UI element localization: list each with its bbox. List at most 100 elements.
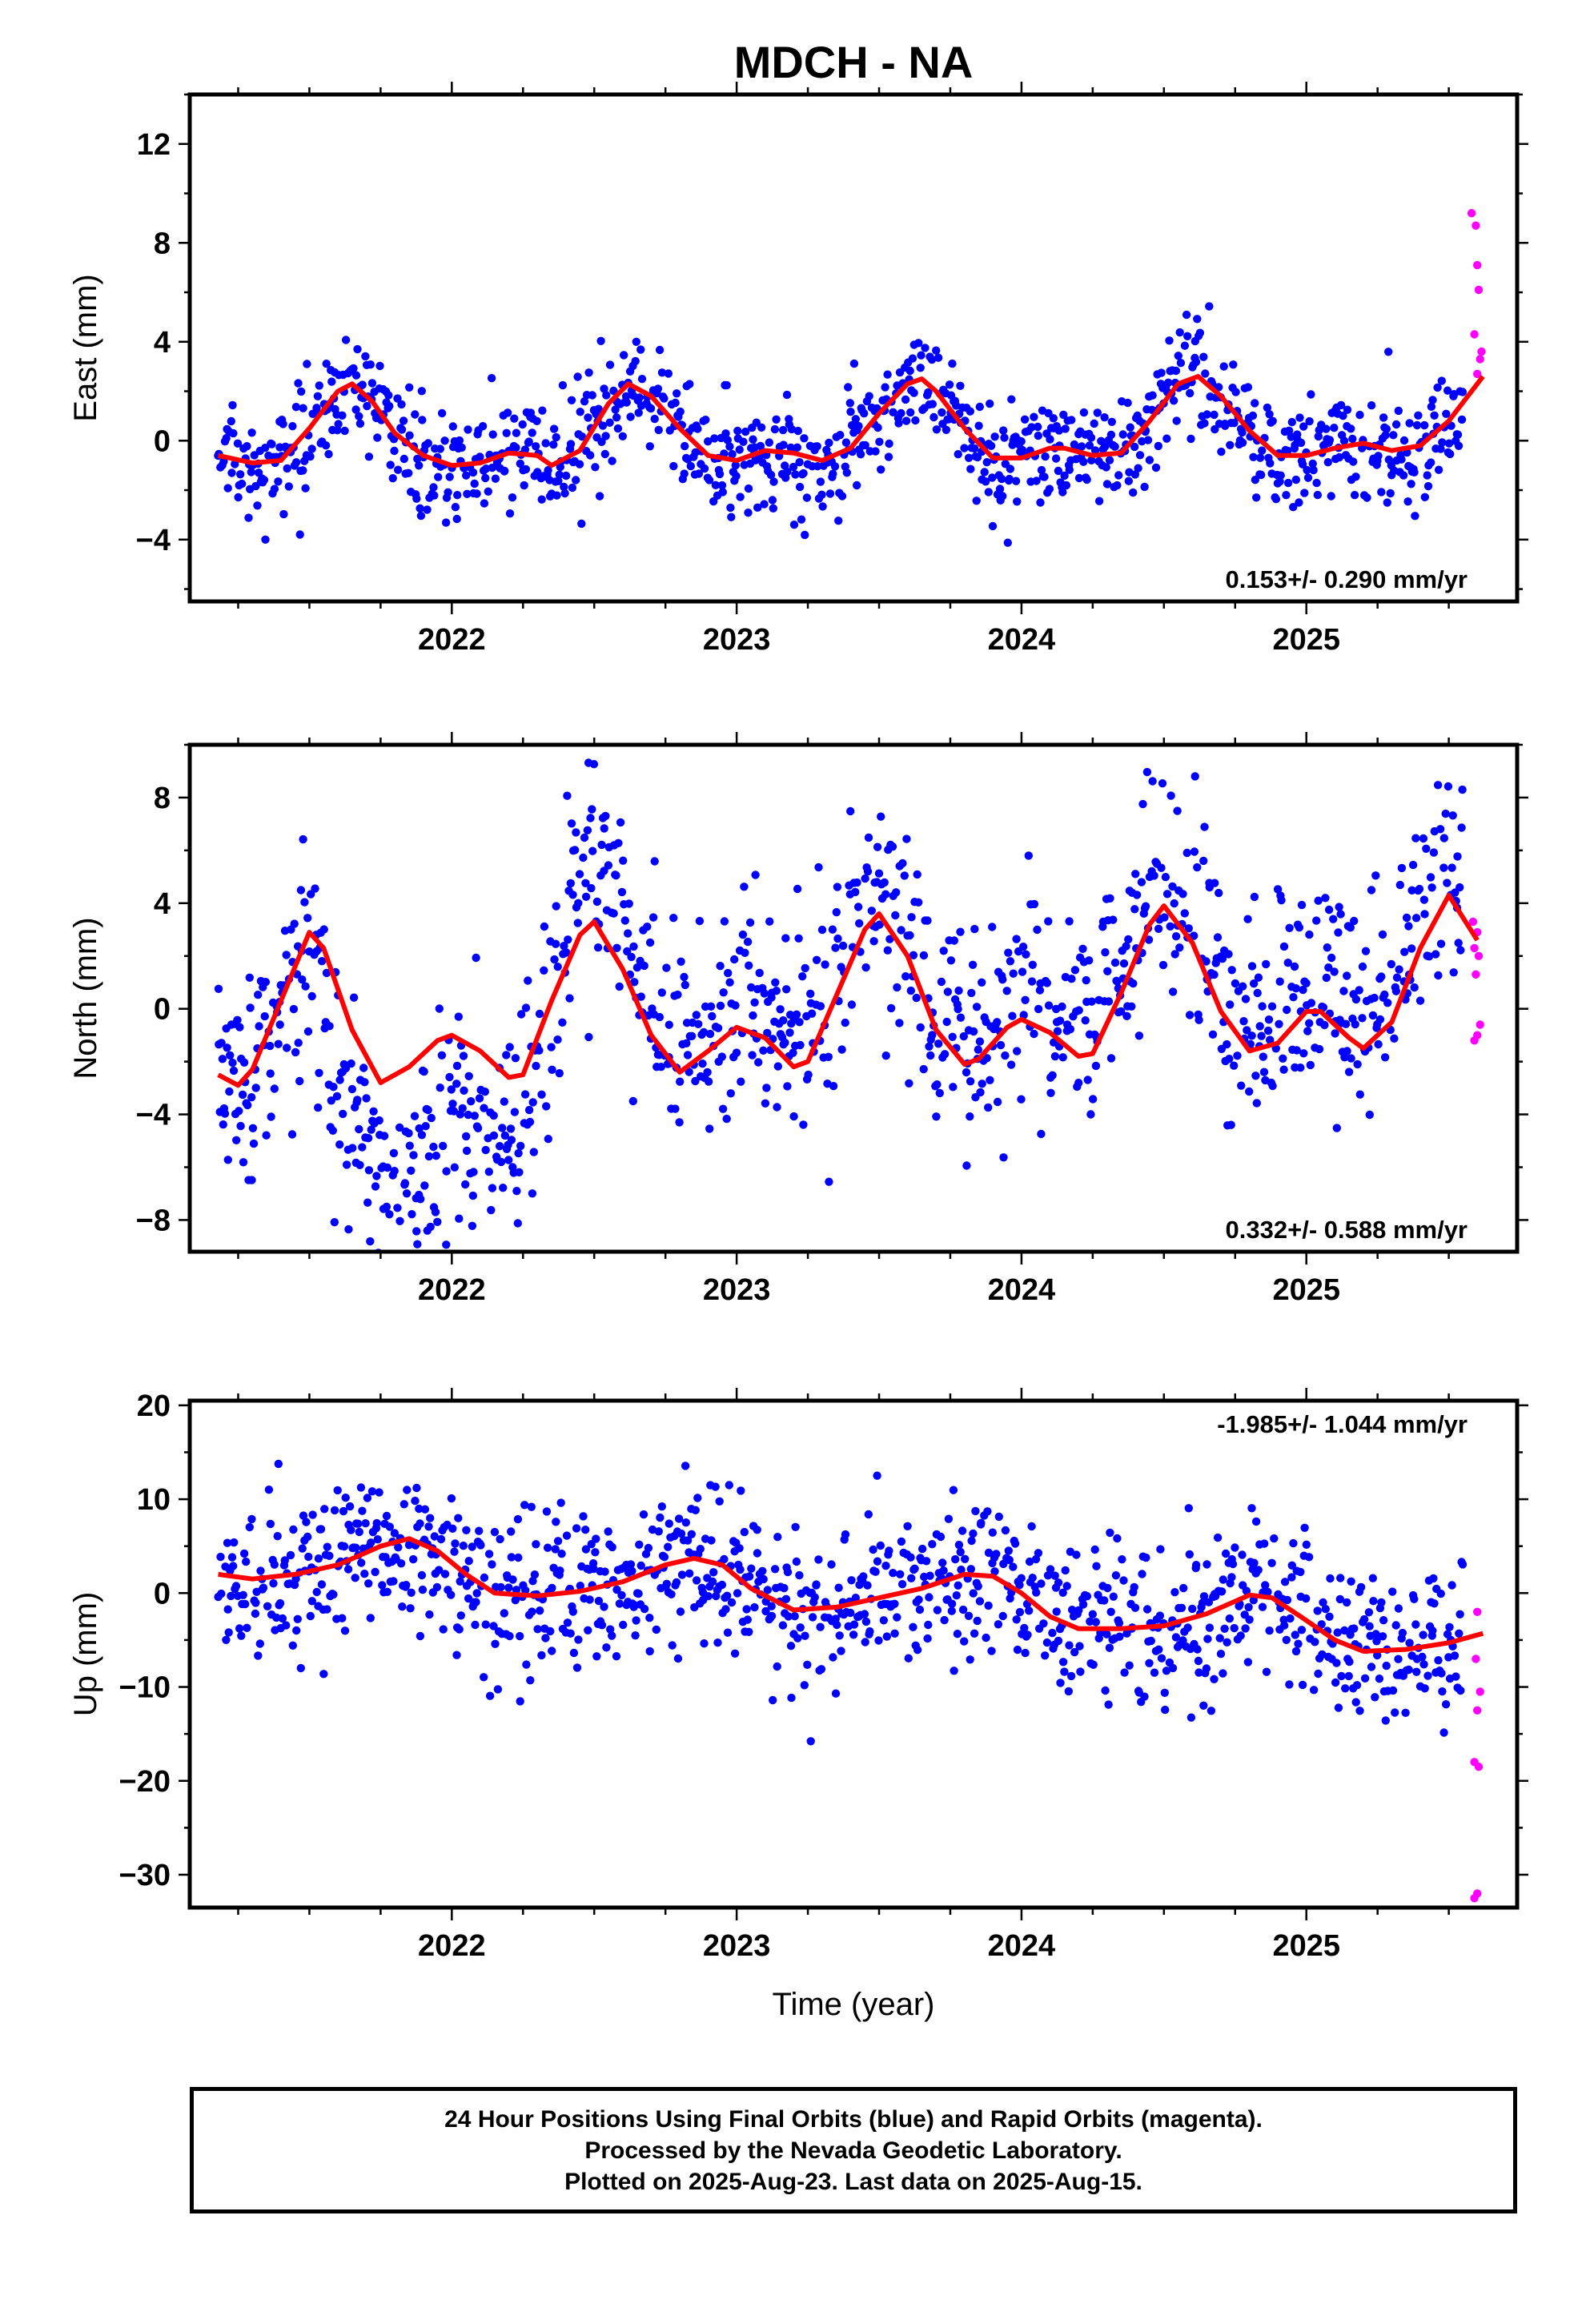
final-orbit-point [239, 1058, 249, 1068]
final-orbit-point [399, 1255, 407, 1263]
final-orbit-point [902, 834, 911, 843]
final-orbit-point [481, 1145, 490, 1155]
final-orbit-point [1237, 1081, 1246, 1090]
final-orbit-point [304, 1552, 313, 1562]
final-orbit-point [1151, 463, 1161, 472]
final-orbit-point [1380, 1053, 1390, 1062]
final-orbit-point [833, 883, 842, 891]
final-orbit-point [969, 1027, 978, 1036]
final-orbit-point [363, 1494, 372, 1502]
final-orbit-point [1199, 352, 1208, 361]
final-orbit-point [1219, 1669, 1227, 1678]
final-orbit-point [344, 1224, 353, 1234]
final-orbit-point [1171, 1633, 1181, 1642]
final-orbit-point [1034, 431, 1043, 440]
final-orbit-point [274, 1039, 283, 1048]
final-orbit-point [789, 1112, 798, 1121]
final-orbit-point [511, 1054, 520, 1063]
final-orbit-point [451, 1539, 460, 1548]
final-orbit-point [1355, 1090, 1365, 1099]
final-orbit-point [1102, 480, 1112, 489]
final-orbit-point [1086, 433, 1096, 442]
final-orbit-point [1138, 436, 1146, 446]
final-orbit-point [914, 339, 923, 348]
final-orbit-point [484, 1550, 494, 1558]
final-orbit-point [834, 1583, 843, 1592]
final-orbit-point [1423, 1671, 1432, 1680]
final-orbit-point [1060, 471, 1069, 480]
final-orbit-point [1220, 1624, 1229, 1634]
final-orbit-point [334, 420, 343, 428]
final-orbit-point [830, 462, 840, 471]
final-orbit-point [998, 975, 1007, 984]
final-orbit-point [472, 1589, 481, 1598]
final-orbit-point [1083, 1076, 1092, 1084]
final-orbit-point [532, 442, 540, 451]
final-orbit-point [227, 1591, 235, 1601]
final-orbit-point [1350, 491, 1359, 500]
final-orbit-point [302, 1518, 311, 1526]
final-orbit-point [1199, 1592, 1209, 1601]
final-orbit-point [602, 1643, 611, 1652]
final-orbit-point [480, 1088, 489, 1096]
final-orbit-point [1048, 1071, 1057, 1080]
final-orbit-point [251, 1084, 260, 1092]
final-orbit-point [355, 1527, 363, 1537]
final-orbit-point [721, 429, 730, 438]
final-orbit-point [859, 1572, 868, 1581]
final-orbit-point [294, 379, 303, 388]
final-orbit-point [442, 1240, 451, 1249]
final-orbit-point [925, 1042, 934, 1051]
final-orbit-point [251, 1609, 260, 1618]
final-orbit-point [1082, 475, 1091, 485]
final-orbit-point [1340, 1626, 1349, 1635]
final-orbit-point [1065, 1641, 1074, 1650]
final-orbit-point [744, 509, 753, 517]
final-orbit-point [1109, 915, 1118, 924]
final-orbit-point [728, 450, 737, 459]
final-orbit-point [676, 407, 685, 416]
final-orbit-point [576, 1582, 584, 1590]
final-orbit-point [1205, 302, 1214, 311]
final-orbit-point [1309, 1686, 1319, 1695]
final-orbit-point [772, 987, 781, 995]
final-orbit-point [1247, 1031, 1256, 1040]
final-orbit-point [619, 856, 628, 865]
final-orbit-point [1276, 471, 1285, 480]
final-orbit-point [861, 1617, 871, 1626]
final-orbit-point [966, 1655, 974, 1664]
final-orbit-point [781, 934, 790, 943]
final-orbit-point [1113, 1534, 1122, 1543]
plot-frame [187, 92, 1520, 604]
final-orbit-point [416, 511, 426, 521]
final-orbit-point [415, 1124, 424, 1133]
final-orbit-point [540, 922, 549, 931]
final-orbit-point [1183, 332, 1192, 340]
final-orbit-point [934, 353, 943, 362]
final-orbit-point [1078, 1600, 1088, 1609]
final-orbit-point [632, 337, 640, 346]
final-orbit-point [354, 1519, 363, 1528]
final-orbit-point [1368, 1574, 1378, 1582]
final-orbit-point [1268, 416, 1277, 425]
final-orbit-point [1391, 1621, 1400, 1630]
final-orbit-point [255, 1022, 263, 1031]
final-orbit-point [289, 1004, 299, 1014]
final-orbit-point [1198, 1598, 1207, 1607]
final-orbit-point [274, 477, 283, 486]
final-orbit-point [1346, 923, 1355, 932]
final-orbit-point [986, 441, 996, 450]
final-orbit-point [301, 484, 310, 493]
final-orbit-point [796, 1040, 805, 1050]
final-orbit-point [1363, 493, 1371, 502]
final-orbit-point [1090, 1545, 1099, 1554]
final-orbit-point [508, 1575, 517, 1584]
final-orbit-point [548, 1065, 556, 1075]
final-orbit-point [612, 871, 620, 880]
final-orbit-point [921, 344, 930, 352]
final-orbit-point [656, 1063, 665, 1072]
final-orbit-point [267, 440, 276, 448]
final-orbit-point [1106, 430, 1116, 440]
final-orbit-point [1291, 475, 1301, 485]
final-orbit-point [995, 485, 1005, 493]
